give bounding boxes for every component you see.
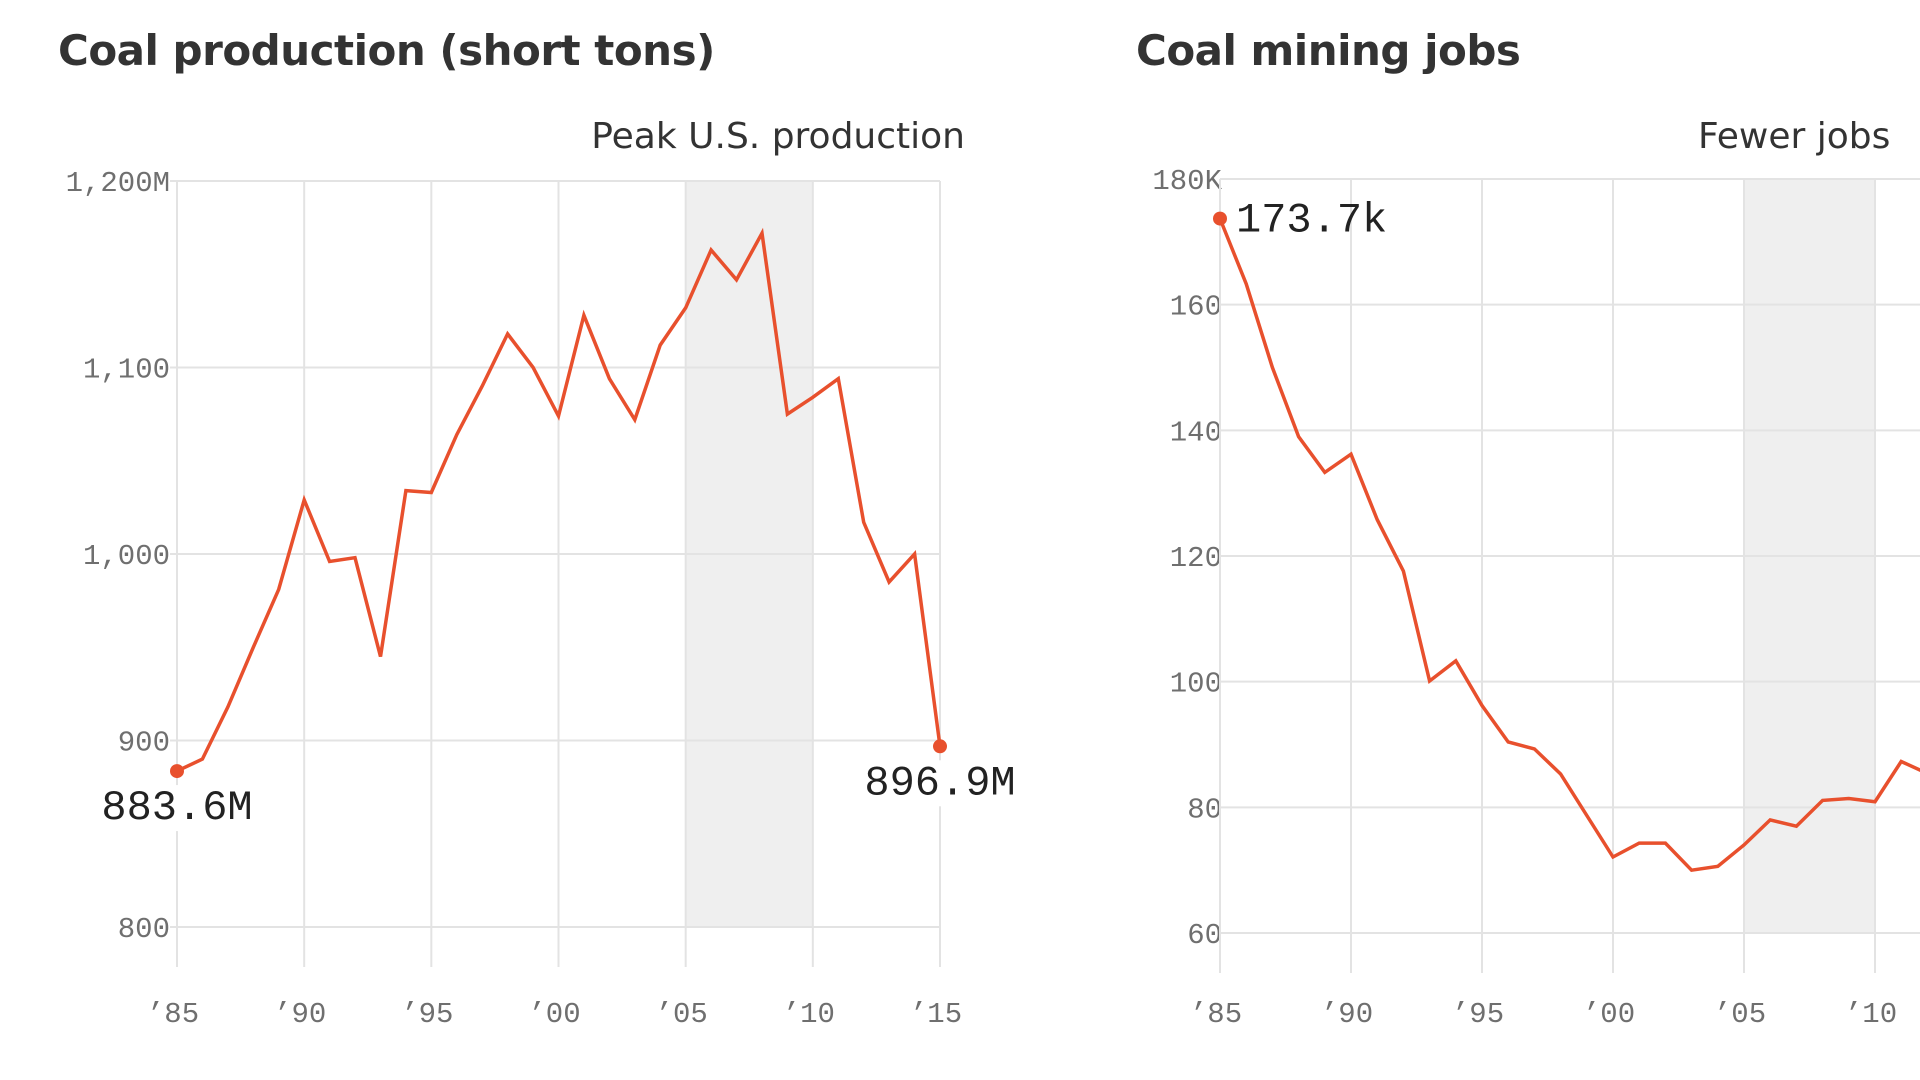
- end-value-label: 173.7k: [1236, 197, 1387, 245]
- y-tick-label: 140: [1170, 416, 1222, 449]
- x-tick-label: ’90: [1321, 998, 1373, 1031]
- x-tick-label: ’85: [147, 998, 199, 1031]
- y-tick-label: 120: [1170, 542, 1222, 575]
- y-tick-label: 100: [1170, 668, 1222, 701]
- x-tick-label: ’10: [1845, 998, 1897, 1031]
- production-chart-title: Coal production (short tons): [58, 26, 715, 75]
- x-tick-label: ’85: [1190, 998, 1242, 1031]
- y-tick-label: 900: [118, 727, 170, 760]
- x-tick-label: ’05: [1714, 998, 1766, 1031]
- y-tick-label: 80: [1187, 793, 1222, 826]
- production-chart: 800 900 1,000 1,100 1,200M ’85 ’90 ’95 ’00 ’05 ’10…: [66, 116, 1021, 1031]
- x-tick-label: ’00: [528, 998, 580, 1031]
- end-point-dot: [933, 739, 947, 754]
- jobs-chart: 60 80 100 120 140 160 180K ’85 ’90 ’95 ’00 ’05 ’10 Fe…: [1152, 116, 1920, 1031]
- y-tick-label: 1,100: [83, 354, 170, 387]
- end-value-label: 896.9M: [864, 759, 1015, 807]
- end-label-background: [96, 785, 258, 832]
- x-tick-label: ’05: [656, 998, 708, 1031]
- y-tick-label: 1,200M: [66, 167, 170, 200]
- y-tick-label: 180K: [1152, 165, 1222, 198]
- y-tick-label: 800: [118, 913, 170, 946]
- period-annotation: Fewer jobs: [1698, 116, 1890, 157]
- y-tick-label: 60: [1187, 919, 1222, 952]
- end-point-dot: [1213, 211, 1227, 226]
- end-label-background: [859, 760, 1021, 807]
- series-line: [1218, 217, 1920, 873]
- end-point-dot: [170, 764, 184, 779]
- y-tick-label: 1,000: [83, 540, 170, 573]
- x-tick-label: ’95: [401, 998, 453, 1031]
- x-tick-label: ’00: [1583, 998, 1635, 1031]
- series-line: [176, 227, 942, 773]
- x-tick-label: ’95: [1452, 998, 1504, 1031]
- period-annotation: Peak U.S. production: [591, 116, 965, 157]
- x-tick-label: ’10: [783, 998, 835, 1031]
- end-value-label: 883.6M: [101, 784, 252, 832]
- x-tick-label: ’15: [910, 998, 962, 1031]
- x-tick-label: ’90: [274, 998, 326, 1031]
- jobs-chart-title: Coal mining jobs: [1136, 26, 1521, 75]
- y-tick-label: 160: [1170, 291, 1222, 324]
